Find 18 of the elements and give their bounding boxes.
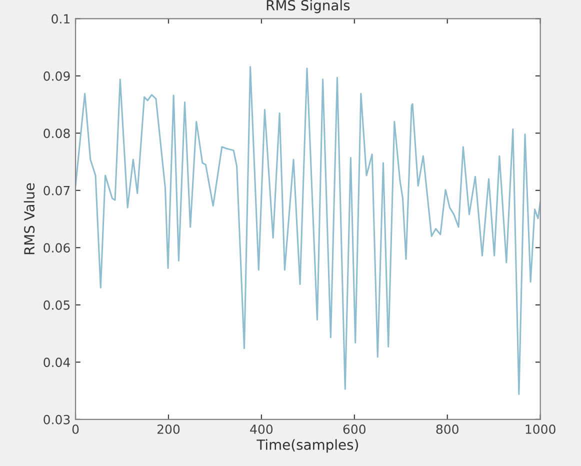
chart-title: RMS Signals: [266, 0, 350, 14]
x-axis-title: Time(samples): [256, 439, 358, 453]
x-tick-label: 800: [436, 424, 458, 434]
y-tick-label: 0.08: [44, 128, 70, 138]
y-axis-title: RMS Value: [24, 183, 35, 254]
x-tick-label: 0: [72, 424, 79, 434]
y-tick-label: 0.09: [44, 71, 70, 81]
y-tick-label: 0.06: [44, 243, 70, 253]
line-series: [76, 66, 540, 395]
y-tick-label: 0.1: [52, 14, 70, 24]
x-tick-label: 600: [343, 424, 366, 434]
y-tick-label: 0.04: [44, 358, 70, 368]
y-tick-label: 0.05: [44, 300, 70, 310]
y-tick-label: 0.07: [44, 186, 70, 196]
y-tick-label: 0.03: [44, 414, 70, 424]
x-tick-label: 1000: [526, 424, 556, 434]
x-tick-label: 400: [250, 424, 273, 434]
x-tick-label: 200: [157, 424, 180, 434]
